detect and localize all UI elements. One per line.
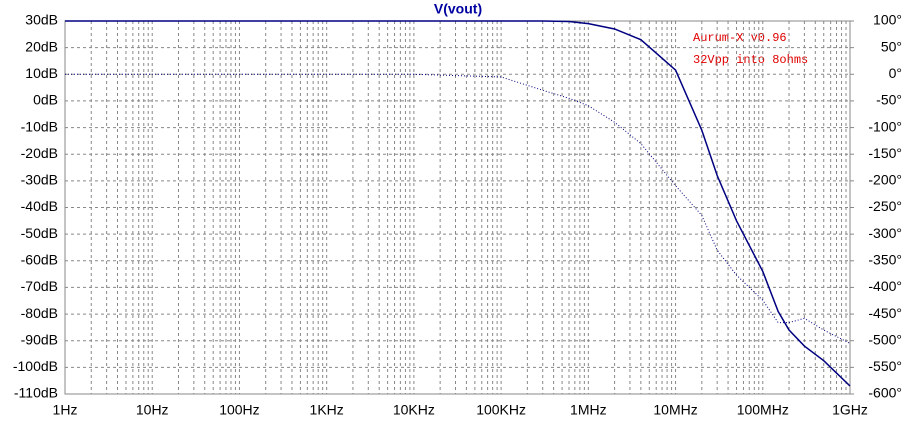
y2-tick-label: -450° — [868, 305, 902, 321]
y2-tick-label: -300° — [868, 225, 902, 241]
y2-tick-label: -150° — [868, 145, 902, 161]
y2-tick-label: -550° — [868, 358, 902, 374]
y-tick-label: 10dB — [25, 65, 58, 81]
x-tick-label: 100Hz — [219, 402, 259, 418]
y2-tick-label: -400° — [868, 278, 902, 294]
y2-tick-label: -250° — [868, 198, 902, 214]
y2-tick-label: -350° — [868, 251, 902, 267]
y2-tick-label: -100° — [868, 118, 902, 134]
x-tick-label: 10MHz — [653, 402, 697, 418]
y-tick-label: -50dB — [21, 225, 58, 241]
y2-tick-label: -200° — [868, 172, 902, 188]
annotation: Aurum-X v0.96 — [693, 31, 787, 45]
y2-tick-label: -500° — [868, 331, 902, 347]
y2-tick-label: 0° — [889, 65, 902, 81]
y-tick-label: 20dB — [25, 38, 58, 54]
x-tick-label: 1MHz — [570, 402, 607, 418]
y2-tick-label: -50° — [876, 92, 902, 108]
y-tick-label: -30dB — [21, 172, 58, 188]
y-tick-label: -60dB — [21, 251, 58, 267]
y-tick-label: 30dB — [25, 12, 58, 28]
y-tick-label: -110dB — [14, 385, 58, 401]
series-line — [65, 20, 851, 387]
x-tick-label: 100KHz — [476, 402, 526, 418]
x-tick-label: 1GHz — [832, 402, 868, 418]
y-tick-label: 0dB — [33, 92, 58, 108]
y-tick-label: -90dB — [21, 331, 58, 347]
y-tick-label: -70dB — [21, 278, 58, 294]
x-tick-label: 10KHz — [393, 402, 435, 418]
x-tick-label: 100MHz — [737, 402, 789, 418]
y-tick-label: -100dB — [13, 358, 58, 374]
x-tick-label: 1Hz — [53, 402, 78, 418]
x-tick-label: 10Hz — [136, 402, 169, 418]
x-tick-label: 1KHz — [310, 402, 344, 418]
y2-tick-label: -600° — [868, 385, 902, 401]
chart-title: V(vout) — [434, 1, 482, 17]
y2-tick-label: 50° — [881, 38, 902, 54]
y2-tick-label: 100° — [873, 12, 902, 28]
y-tick-label: -80dB — [21, 305, 58, 321]
annotation: 32Vpp into 8ohms — [693, 53, 808, 67]
y-tick-label: -20dB — [21, 145, 58, 161]
y-tick-label: -10dB — [21, 118, 58, 134]
y-tick-label: -40dB — [21, 198, 58, 214]
